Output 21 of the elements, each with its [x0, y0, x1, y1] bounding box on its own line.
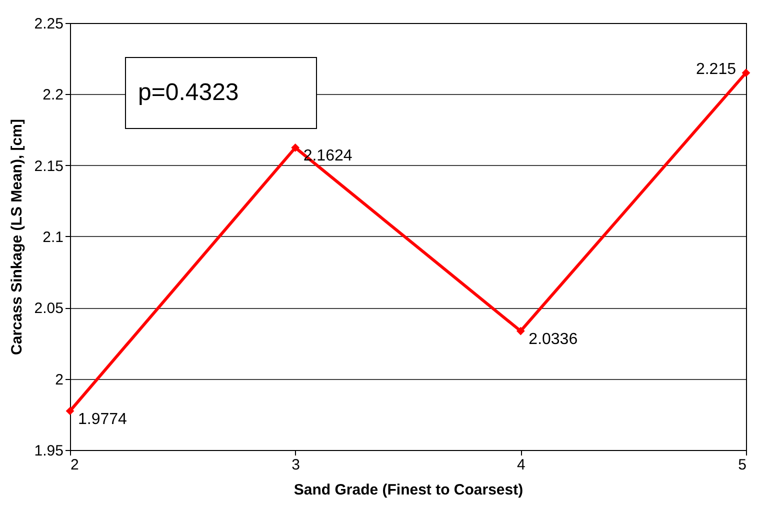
y-tick-label: 1.95 [34, 442, 64, 460]
y-axis-title: Carcass Sinkage (LS Mean), [cm] [8, 119, 26, 355]
y-tick-label: 2.2 [42, 86, 64, 104]
y-tick-label: 2.15 [34, 158, 64, 175]
x-tick-label: 2 [70, 456, 79, 474]
text-frame: p=0.4323 [125, 57, 317, 129]
data-label: 2.215 [696, 60, 736, 78]
point [516, 326, 525, 336]
data-label: 2.0336 [528, 331, 578, 348]
data-label: 1.9774 [78, 411, 128, 428]
point [742, 68, 750, 77]
y-tick-label: 2.1 [42, 229, 64, 246]
x-tick-label: 5 [738, 456, 746, 474]
y-tick-label: 2 [55, 371, 64, 388]
x-tick-label: 4 [516, 456, 526, 474]
point [66, 406, 74, 416]
y-tick-label: 2.05 [34, 300, 64, 318]
x-axis-title: Sand Grade (Finest to Coarsest) [294, 482, 524, 498]
x-tick-label: 3 [292, 456, 300, 474]
point [291, 144, 300, 152]
y-tick-label: 2.25 [34, 16, 64, 32]
